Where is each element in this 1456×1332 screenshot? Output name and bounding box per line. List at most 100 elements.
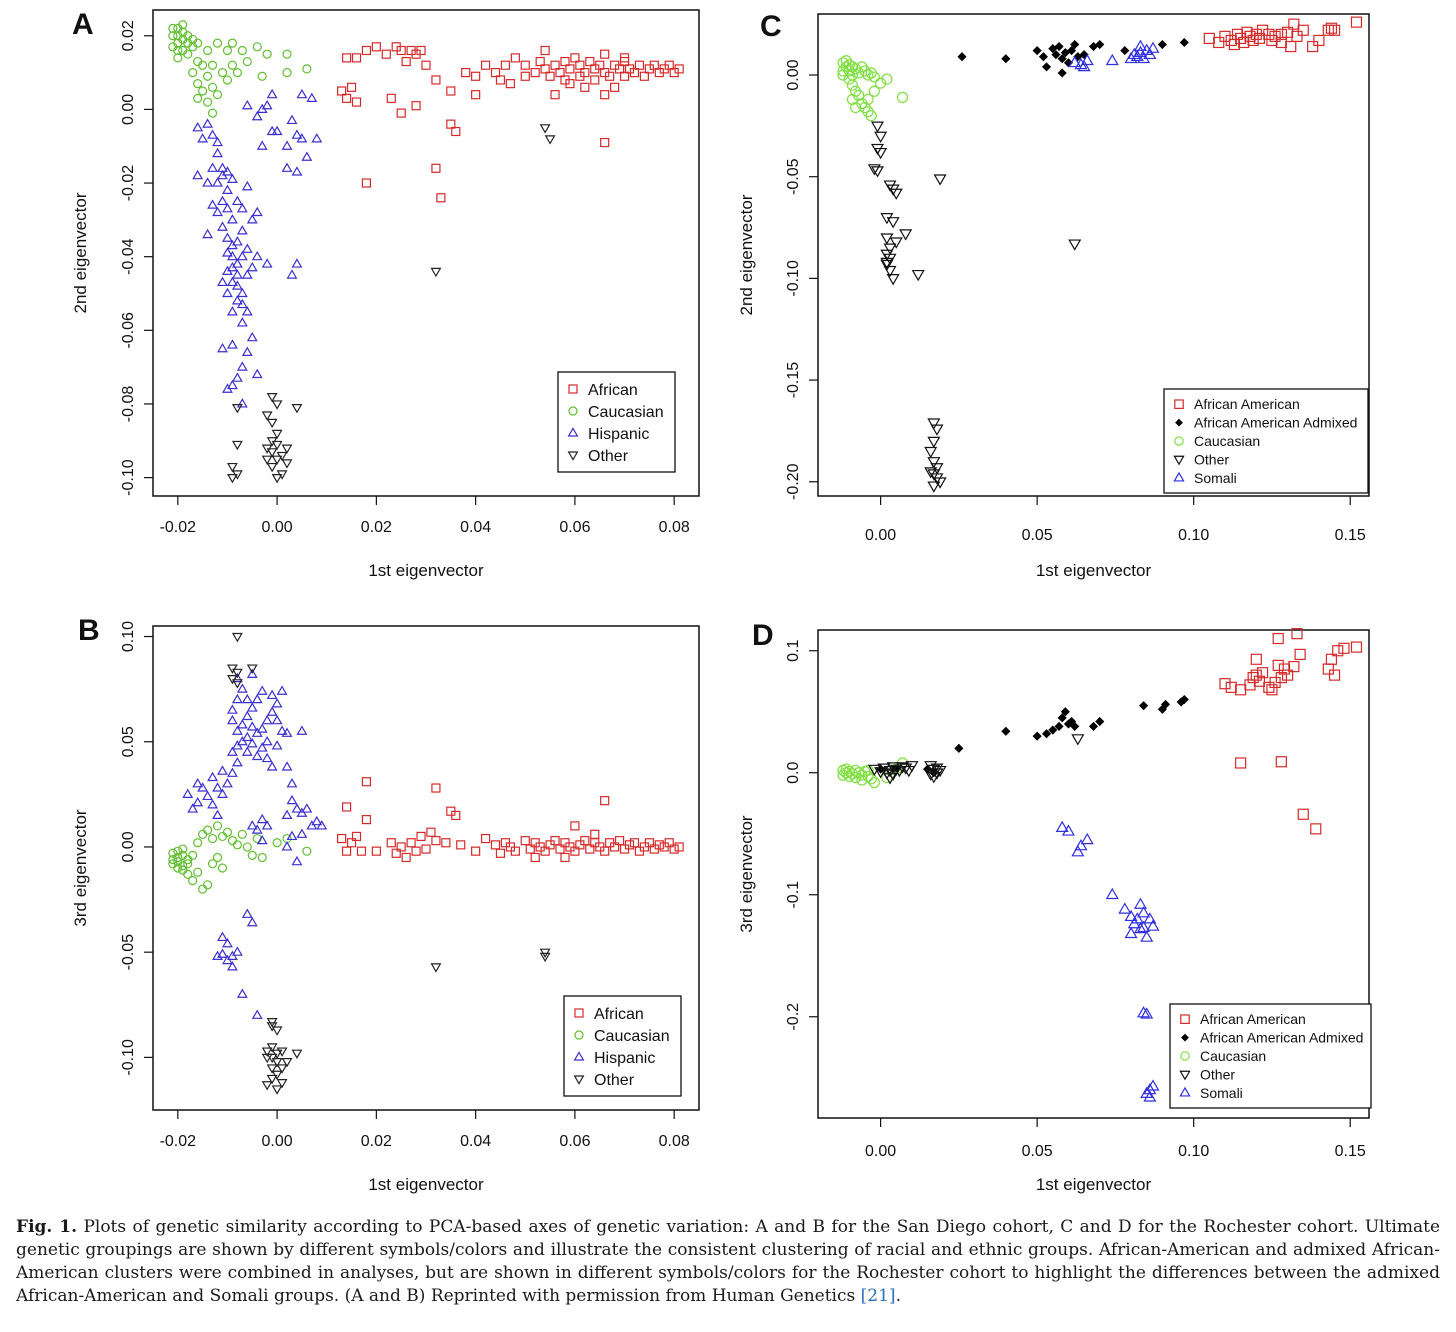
series-african (337, 777, 684, 863)
data-point (192, 796, 204, 807)
data-point (868, 85, 880, 97)
legend-label: Other (588, 448, 629, 465)
data-point (266, 1018, 278, 1028)
series-other (226, 632, 551, 1095)
data-point (550, 90, 560, 100)
data-point (291, 258, 303, 268)
series-african (337, 42, 684, 203)
legend-marker (1173, 455, 1185, 466)
data-point (1068, 55, 1082, 68)
data-point (188, 876, 198, 886)
data-point (222, 247, 233, 257)
data-point (281, 761, 293, 771)
legend-marker (574, 1008, 584, 1018)
data-point (251, 250, 263, 261)
data-point (231, 269, 243, 279)
data-point (889, 188, 903, 200)
data-point (198, 86, 208, 96)
data-point (236, 398, 248, 408)
data-point (237, 45, 247, 56)
data-point (226, 339, 238, 349)
data-point (1278, 663, 1291, 675)
data-point (231, 679, 243, 689)
y-tick-label: -0.05 (120, 934, 137, 971)
data-point (889, 237, 903, 249)
data-point (306, 92, 318, 102)
data-point (266, 1074, 278, 1085)
data-point (241, 269, 253, 279)
data-point (1032, 46, 1042, 56)
data-point (856, 774, 868, 786)
data-point (236, 317, 248, 327)
data-point (217, 67, 228, 78)
data-point (500, 60, 511, 70)
data-point (540, 64, 550, 74)
panel-label-a: A (72, 8, 94, 41)
x-tick-label: 0.02 (361, 1133, 392, 1150)
data-point (505, 79, 515, 89)
data-point (664, 838, 674, 848)
data-point (862, 770, 874, 783)
data-point (1071, 845, 1085, 857)
data-point (1322, 24, 1334, 36)
data-point (933, 765, 947, 778)
data-point (605, 71, 615, 81)
x-tick-label: 0.00 (262, 1133, 293, 1150)
data-point (241, 306, 253, 316)
data-point (222, 937, 233, 948)
data-point (1250, 28, 1262, 40)
data-point (291, 1049, 303, 1059)
caption-reference-link[interactable]: [21] (860, 1286, 896, 1306)
data-point (1157, 39, 1167, 50)
data-point (1250, 653, 1262, 665)
legend-label: Hispanic (588, 426, 649, 443)
data-point (1244, 679, 1256, 691)
data-point (867, 164, 881, 176)
data-point (456, 840, 466, 850)
y-tick-label: -0.05 (785, 158, 802, 195)
data-point (600, 137, 610, 148)
data-point (381, 49, 391, 59)
data-point (271, 473, 283, 484)
data-point (281, 162, 293, 172)
y-axis-title: 3rd eigenvector (737, 815, 756, 933)
data-point (590, 829, 600, 839)
series-somali (1068, 39, 1160, 72)
x-axis-title: 1st eigenvector (1036, 1175, 1152, 1194)
data-point (271, 698, 283, 708)
data-point (880, 257, 894, 270)
data-point (870, 121, 885, 133)
data-point (222, 287, 233, 298)
data-point (276, 451, 288, 462)
data-point (870, 166, 885, 178)
data-point (246, 721, 258, 731)
data-point (1060, 707, 1070, 717)
data-point (241, 180, 253, 191)
data-point (895, 762, 910, 774)
data-point (899, 229, 913, 241)
data-point (1338, 642, 1350, 654)
x-tick-label: 0.00 (865, 1143, 896, 1160)
x-tick-label: 0.15 (1335, 1143, 1366, 1160)
data-point (192, 169, 204, 180)
data-point (232, 840, 242, 850)
data-point (187, 803, 199, 813)
data-point (236, 250, 248, 261)
legend-label: African American (1194, 396, 1300, 412)
data-point (202, 177, 214, 187)
data-point (193, 38, 203, 48)
data-point (510, 846, 520, 856)
data-point (232, 67, 242, 78)
data-point (173, 45, 183, 56)
legend-marker (574, 1030, 584, 1040)
series-other (226, 124, 556, 484)
data-point (1068, 239, 1082, 251)
caption-text: Plots of genetic similarity according to… (16, 1217, 1441, 1306)
data-point (865, 110, 877, 122)
data-point (600, 796, 610, 806)
data-point (886, 217, 900, 229)
data-point (217, 342, 228, 353)
series-hispanic (192, 88, 323, 408)
data-point (291, 803, 303, 813)
data-point (386, 838, 396, 848)
